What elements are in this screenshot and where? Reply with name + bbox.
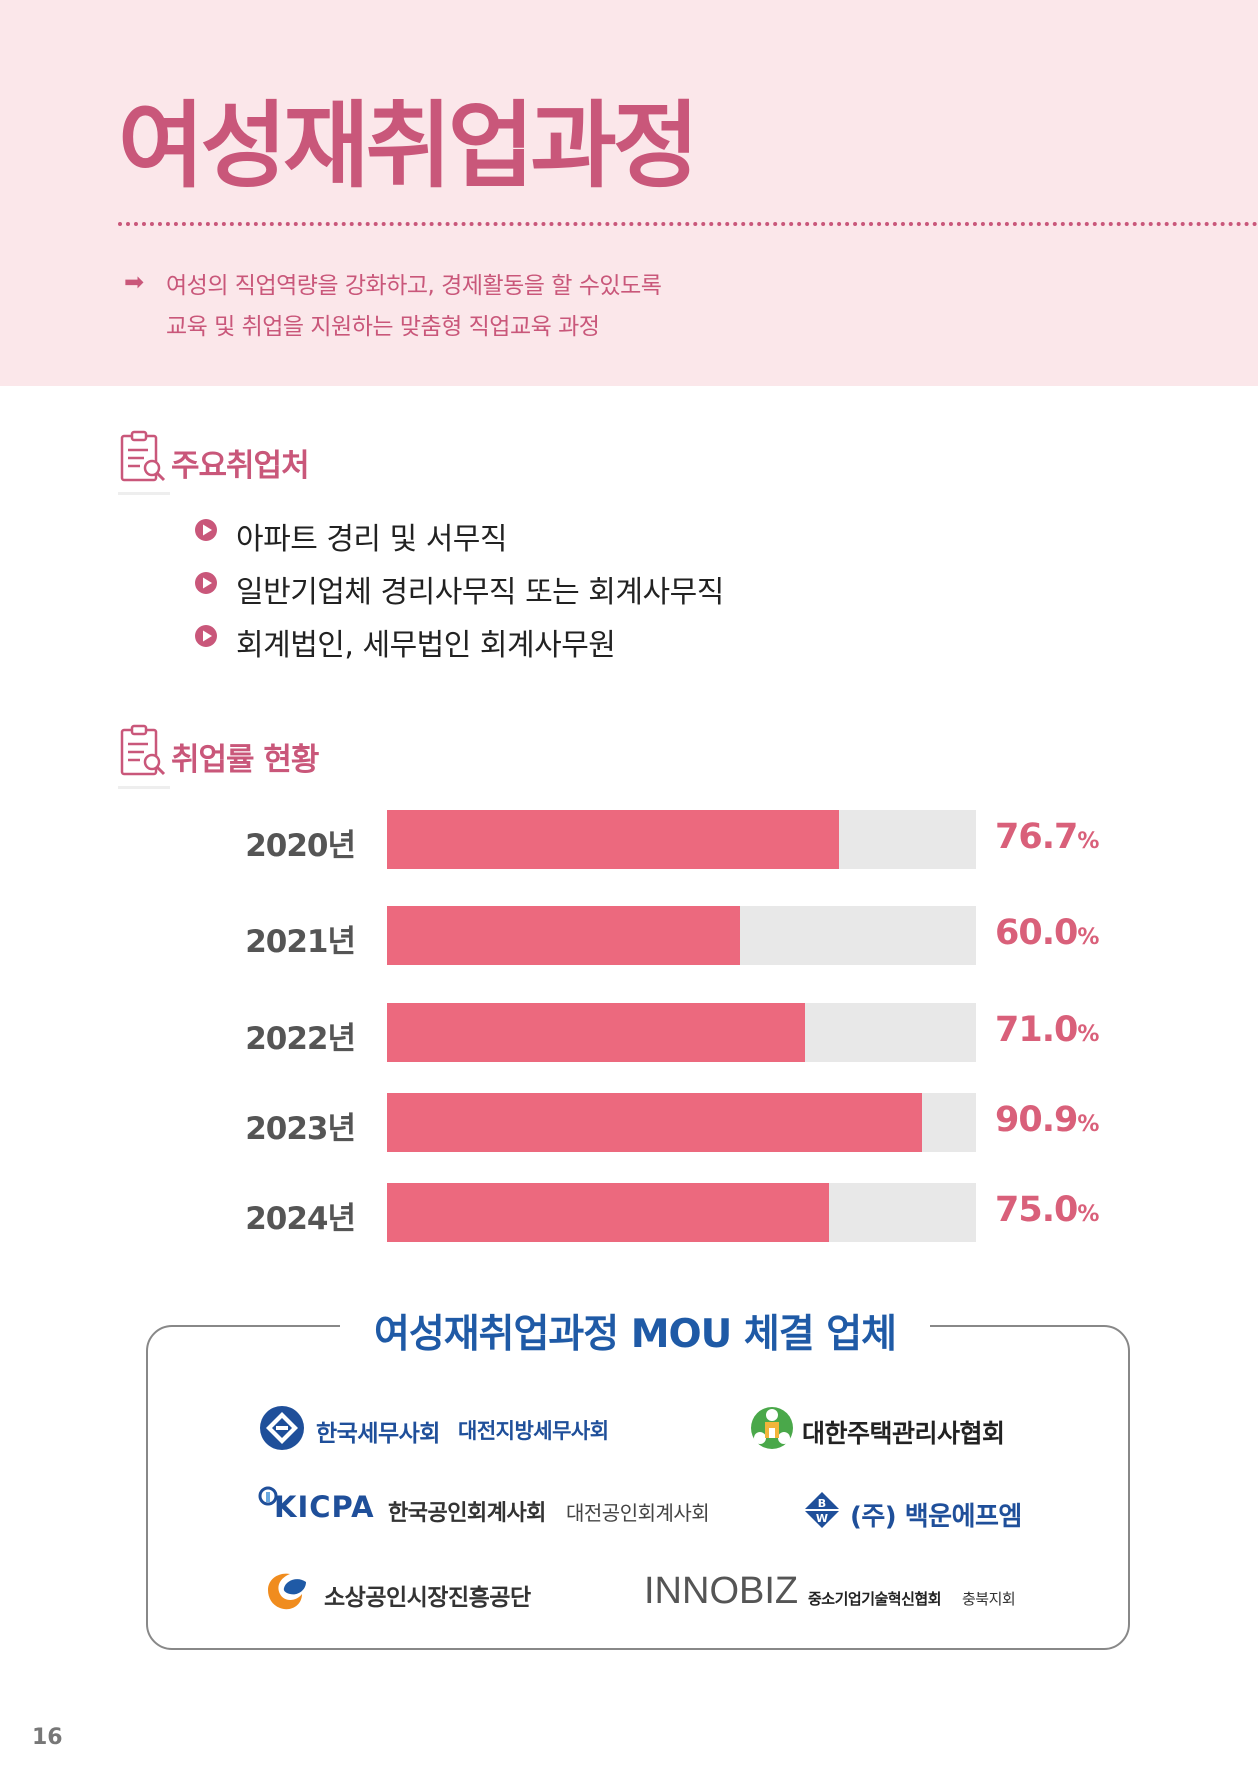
partner-name: 한국공인회계사회 <box>388 1501 546 1526</box>
mou-title: 여성재취업과정 MOU 체결 업체 <box>340 1303 930 1359</box>
list-item-text: 회계법인, 세무법인 회계사무원 <box>236 628 616 663</box>
play-circle-icon <box>195 519 217 541</box>
chart-bar <box>387 1183 829 1242</box>
section-title: 취업률 현황 <box>171 742 319 778</box>
chart-category-label: 2020년 <box>245 828 356 864</box>
clipboard-search-icon <box>120 724 166 776</box>
chart-bar-track <box>387 1003 976 1062</box>
partner-innobiz: INNOBIZ 중소기업기술혁신협회 충북지회 <box>644 1570 1024 1618</box>
chart-bar-track <box>387 810 976 869</box>
partner-sub: 충북지회 <box>962 1590 1016 1608</box>
partner-semas: 소상공인시장진흥공단 <box>262 1568 552 1616</box>
partner-sub: 대전지방세무사회 <box>458 1419 609 1443</box>
section-underline <box>118 492 170 495</box>
page-number: 16 <box>32 1725 63 1750</box>
chart-value-label: 71.0% <box>995 1010 1099 1050</box>
play-circle-icon <box>195 572 217 594</box>
partner-kicpa: KICPA 한국공인회계사회 대전공인회계사회 <box>258 1486 728 1530</box>
chart-bar <box>387 810 839 869</box>
chart-bar <box>387 906 741 965</box>
chart-bar <box>387 1003 806 1062</box>
tax-accountant-emblem-icon <box>260 1406 304 1450</box>
partner-baekwoon: B W (주) 백운에프엠 <box>802 1490 1042 1534</box>
partner-housing-managers: 대한주택관리사협회 <box>748 1404 1028 1454</box>
chart-bar-track <box>387 1093 976 1152</box>
chart-value-label: 76.7% <box>995 817 1099 857</box>
chart-category-label: 2021년 <box>245 924 356 960</box>
play-circle-icon <box>195 625 217 647</box>
partner-name: (주) 백운에프엠 <box>850 1502 1022 1532</box>
chart-category-label: 2022년 <box>245 1021 356 1057</box>
partner-name: 중소기업기술혁신협회 <box>808 1590 942 1608</box>
partner-sub: 대전공인회계사회 <box>566 1501 710 1525</box>
housing-manager-emblem-icon <box>751 1407 793 1449</box>
kicpa-logo-icon <box>258 1486 278 1506</box>
chart-value-label: 75.0% <box>995 1190 1099 1230</box>
chart-value-label: 60.0% <box>995 913 1099 953</box>
list-item-text: 일반기업체 경리사무직 또는 회계사무직 <box>236 575 724 610</box>
section-title: 주요취업처 <box>171 448 310 484</box>
dotted-divider <box>118 222 1258 226</box>
chart-category-label: 2023년 <box>245 1111 356 1147</box>
clipboard-search-icon <box>120 430 166 482</box>
list-item-text: 아파트 경리 및 서무직 <box>236 522 508 557</box>
svg-text:B: B <box>818 1497 826 1510</box>
section-underline <box>118 786 170 789</box>
header-band <box>0 0 1258 386</box>
chart-category-label: 2024년 <box>245 1201 356 1237</box>
chart-bar-track <box>387 906 976 965</box>
chart-value-label: 90.9% <box>995 1100 1099 1140</box>
intro-line-1: 여성의 직업역량을 강화하고, 경제활동을 할 수있도록 <box>166 273 662 299</box>
arrow-right-icon: ➡ <box>124 268 145 296</box>
partner-name: 소상공인시장진흥공단 <box>324 1585 531 1611</box>
semas-swirl-icon <box>268 1573 306 1610</box>
svg-text:W: W <box>816 1512 828 1525</box>
page-title: 여성재취업과정 <box>118 92 699 201</box>
partner-logo-text: KICPA <box>274 1490 375 1524</box>
partner-tax-accountants: 한국세무사회 대전지방세무사회 <box>258 1404 638 1454</box>
intro-line-2: 교육 및 취업을 지원하는 맞춤형 직업교육 과정 <box>166 314 600 340</box>
chart-bar <box>387 1093 923 1152</box>
innobiz-logo-icon: INNOBIZ <box>644 1570 799 1612</box>
chart-bar-track <box>387 1183 976 1242</box>
baekwoon-diamond-icon: B W <box>804 1492 840 1528</box>
partner-name: 대한주택관리사협회 <box>802 1419 1005 1448</box>
partner-name: 한국세무사회 <box>316 1421 440 1447</box>
